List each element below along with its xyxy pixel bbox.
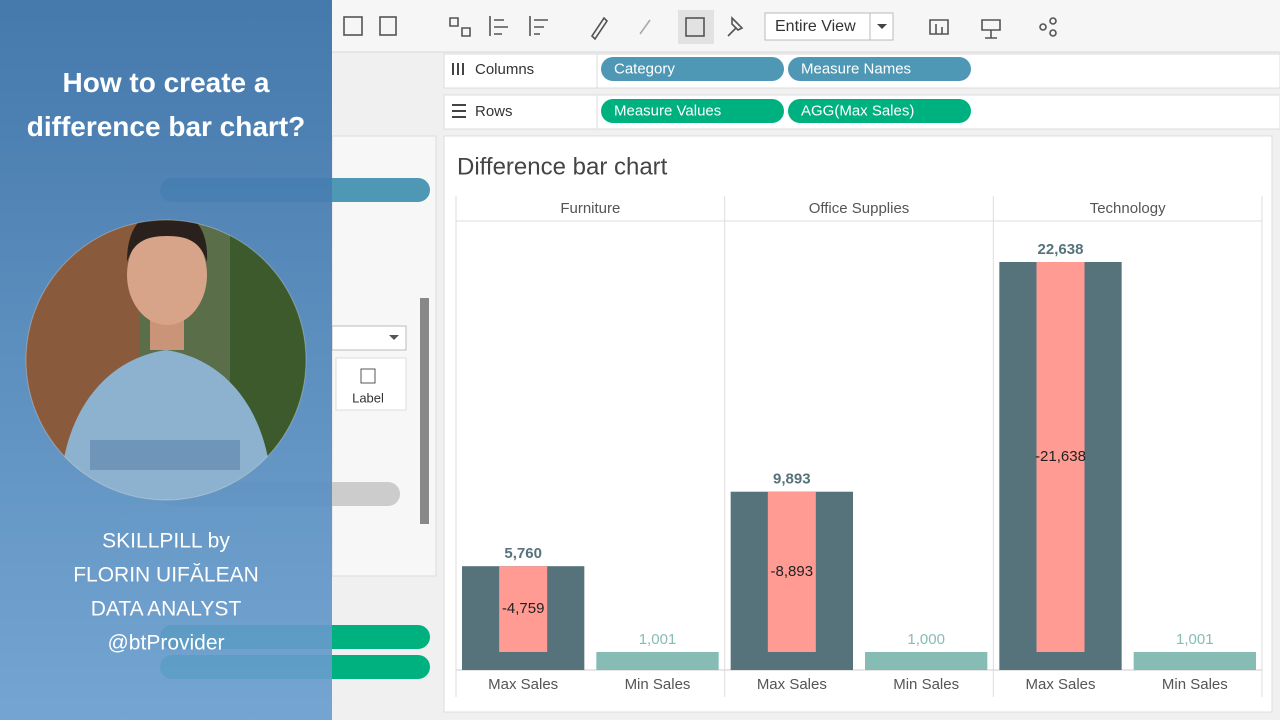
pane-header: Technology	[1090, 200, 1166, 217]
difference-label: -4,759	[502, 600, 545, 617]
difference-label: -8,893	[771, 563, 814, 580]
shelf-pill[interactable]	[788, 57, 971, 81]
label-button[interactable]	[335, 357, 407, 411]
icon[interactable]	[1049, 17, 1057, 25]
shelf-label: Rows	[475, 103, 513, 120]
shelf-pill-label: Measure Names	[801, 60, 911, 77]
promo-title: How to create a difference bar chart?	[27, 67, 306, 142]
pane-header: Furniture	[560, 200, 620, 217]
chart-title: Difference bar chart	[457, 153, 668, 180]
dropdown-arrow	[389, 335, 399, 340]
photo-border	[25, 219, 307, 501]
rows-icon	[452, 104, 466, 118]
value-label: 9,893	[773, 471, 811, 488]
dropdown-arrow	[877, 24, 887, 29]
promo-line: SKILLPILL by	[102, 530, 230, 553]
icon[interactable]	[685, 17, 705, 37]
bar	[865, 651, 988, 670]
bar	[1133, 651, 1256, 670]
shelf-pill-label: Category	[614, 60, 675, 77]
icon[interactable]	[379, 16, 397, 36]
shelf-pill-label: AGG(Max Sales)	[801, 102, 914, 119]
x-tick-label: Min Sales	[625, 676, 691, 693]
icon[interactable]	[449, 17, 471, 37]
promo-line: FLORIN UIFĂLEAN	[73, 564, 259, 587]
toolbar-icons	[343, 10, 1057, 44]
icon-active[interactable]	[678, 10, 714, 44]
value-label: 22,638	[1038, 241, 1084, 258]
icon[interactable]	[639, 19, 651, 35]
shelf-pill[interactable]	[601, 99, 784, 123]
promo-line: @btProvider	[107, 632, 224, 655]
view-dropdown[interactable]	[764, 12, 894, 41]
x-tick-label: Min Sales	[893, 676, 959, 693]
icon[interactable]	[343, 16, 363, 36]
shelf-pill[interactable]	[601, 57, 784, 81]
value-label: 5,760	[504, 545, 542, 562]
value-label: 1,001	[639, 631, 677, 648]
view-mode: Entire View	[775, 18, 856, 35]
x-tick-label: Max Sales	[757, 676, 827, 693]
shelf-pill-label: Measure Values	[614, 102, 721, 119]
icon[interactable]	[489, 16, 508, 36]
promo-line: DATA ANALYST	[91, 598, 242, 621]
icon[interactable]	[1049, 29, 1057, 37]
columns-icon	[452, 63, 464, 75]
bar	[596, 651, 719, 670]
x-tick-label: Max Sales	[1025, 676, 1095, 693]
shelf-pill[interactable]	[788, 99, 971, 123]
difference-bar	[1036, 262, 1085, 652]
scrollbar	[420, 298, 429, 524]
pane-header: Office Supplies	[809, 200, 910, 217]
label-button-text: Label	[352, 390, 384, 405]
difference-label: -21,638	[1035, 448, 1086, 465]
x-tick-label: Min Sales	[1162, 676, 1228, 693]
x-tick-label: Max Sales	[488, 676, 558, 693]
icon[interactable]	[529, 16, 548, 36]
shelf-label: Columns	[475, 61, 534, 78]
label-icon	[360, 368, 376, 384]
icon[interactable]	[981, 19, 1001, 39]
icon[interactable]	[1039, 23, 1047, 31]
value-label: 1,000	[907, 631, 945, 648]
difference-bar	[767, 491, 816, 652]
icon[interactable]	[590, 16, 609, 41]
icon[interactable]	[727, 16, 744, 37]
icon[interactable]	[929, 19, 949, 35]
value-label: 1,001	[1176, 631, 1214, 648]
difference-bar	[499, 566, 548, 652]
